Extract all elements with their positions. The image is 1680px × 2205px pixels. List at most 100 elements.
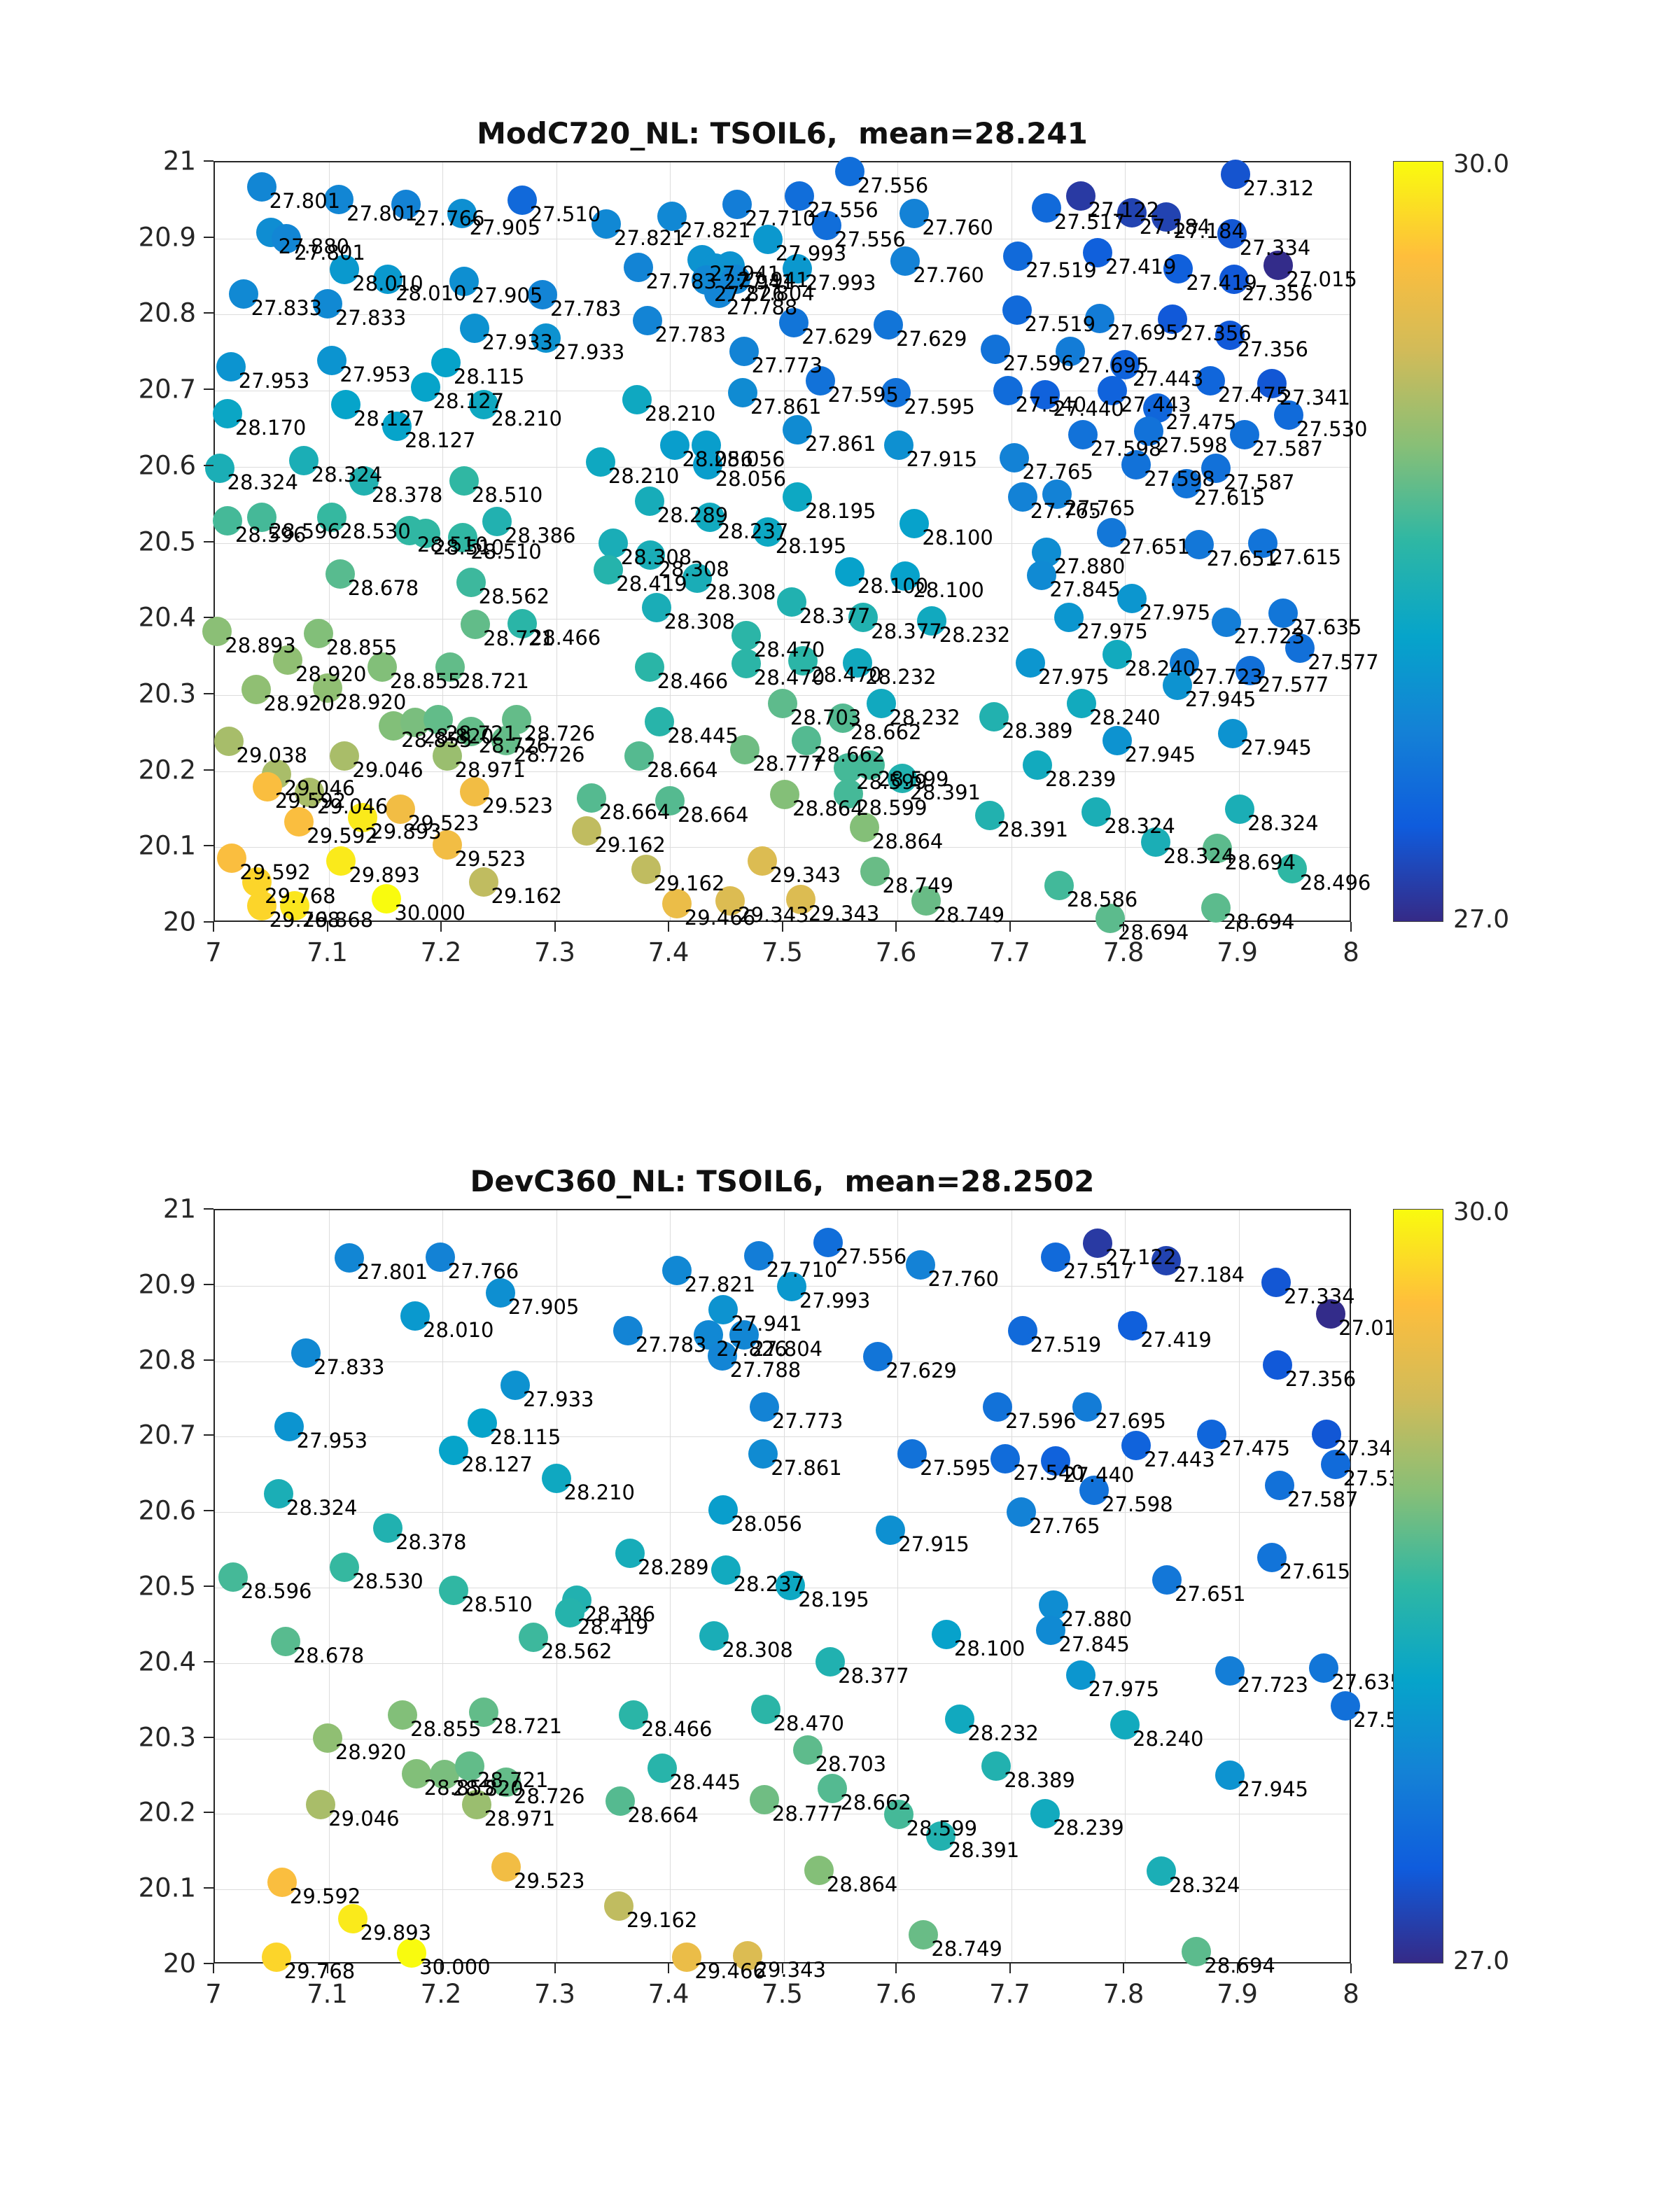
gridline-y [215,847,1350,848]
point-value-label: 28.466 [641,1717,713,1742]
point-value-label: 27.519 [1024,312,1096,336]
point-value-label: 27.993 [775,241,847,265]
data-point [284,807,314,837]
point-value-label: 28.377 [838,1663,909,1688]
point-value-label: 27.766 [414,206,485,230]
gridline-y [215,1512,1350,1513]
point-value-label: 29.523 [454,847,526,872]
y-tick-label: 20.8 [138,298,196,328]
data-point [834,157,864,187]
data-point [1096,518,1126,548]
point-value-label: 28.664 [678,802,749,827]
point-value-label: 27.765 [1064,496,1135,520]
data-point [274,1412,304,1442]
point-value-label: 27.801 [269,188,341,213]
data-point [783,414,812,444]
x-tick-label: 7.1 [307,1979,348,2009]
data-point [468,867,498,897]
point-value-label: 27.556 [834,227,906,252]
data-point [1000,442,1030,472]
point-value-label: 27.773 [751,353,823,377]
x-tick [1350,922,1352,932]
y-tick [204,1887,214,1889]
point-value-label: 28.100 [922,526,993,550]
point-value-label: 28.510 [461,1592,533,1617]
data-point [1134,416,1164,446]
point-value-label: 27.945 [1124,743,1196,767]
data-point [391,189,421,219]
data-point [916,606,946,636]
data-point [887,764,917,794]
data-point [655,785,685,816]
data-point [279,890,309,920]
data-point [792,1735,822,1765]
data-point [330,389,360,419]
point-value-label: 28.496 [1299,870,1371,895]
point-value-label: 28.389 [1002,719,1073,743]
data-point [1038,1590,1068,1620]
point-value-label: 28.726 [524,721,596,746]
point-value-label: 27.595 [920,1456,991,1480]
point-value-label: 28.289 [657,503,729,527]
y-tick [204,1510,214,1512]
data-point [401,1759,431,1789]
data-point [1247,528,1278,558]
point-value-label: 27.122 [1105,1245,1177,1270]
data-point [612,1316,643,1346]
point-value-label: 27.510 [529,202,601,227]
y-tick-label: 20.6 [138,1495,196,1526]
data-point [1182,1936,1212,1966]
point-value-label: 27.587 [1287,1488,1359,1512]
data-point [1320,1450,1350,1480]
point-value-label: 28.127 [461,1452,533,1476]
data-point [1083,238,1112,268]
point-value-label: 27.556 [807,197,878,222]
point-value-label: 27.821 [684,1273,756,1297]
point-value-label: 29.592 [289,1884,361,1909]
data-point [805,365,835,396]
point-value-label: 27.783 [635,1333,707,1357]
data-point [812,211,842,241]
gridline-x [670,162,671,920]
data-point [500,1371,530,1401]
data-point [585,447,615,477]
point-value-label: 29.592 [307,824,378,848]
point-value-label: 27.953 [296,1429,368,1453]
point-value-label: 28.510 [416,533,489,557]
point-value-label: 27.556 [835,1245,907,1269]
x-tick [895,922,897,932]
data-point [317,345,347,375]
point-value-label: 28.195 [798,1587,869,1611]
point-value-label: 28.115 [453,364,525,388]
point-value-label: 29.046 [328,1807,400,1831]
data-point [1261,1268,1292,1298]
x-tick [213,922,214,932]
point-value-label: 27.788 [726,295,798,319]
point-value-label: 27.122 [1088,197,1160,222]
colorbar-min-label: 27.0 [1453,1947,1510,1975]
data-point [710,1555,741,1586]
point-value-label: 28.749 [933,903,1005,927]
x-tick-label: 7.5 [762,937,803,967]
plot-title-devc360: DevC360_NL: TSOIL6, mean=28.2502 [470,1164,1095,1198]
point-value-label: 27.905 [507,1294,580,1319]
point-value-label: 28.664 [627,1803,699,1828]
point-value-label: 27.765 [1030,499,1102,524]
x-tick-label: 7.3 [534,937,575,967]
data-point [576,783,606,813]
data-point [598,528,628,558]
data-point [382,412,412,442]
data-point [1184,529,1214,559]
gridline-x [556,162,557,920]
data-point [1218,719,1248,749]
point-value-label: 27.765 [1029,1514,1100,1539]
data-point [804,1856,834,1886]
data-point [485,1278,515,1308]
point-value-label: 27.975 [1077,620,1148,644]
point-value-label: 28.289 [638,1555,709,1580]
data-point [874,309,903,340]
data-point [423,704,453,734]
point-value-label: 29.592 [239,860,311,884]
point-value-label: 27.826 [716,1336,788,1361]
data-point [1121,449,1152,479]
